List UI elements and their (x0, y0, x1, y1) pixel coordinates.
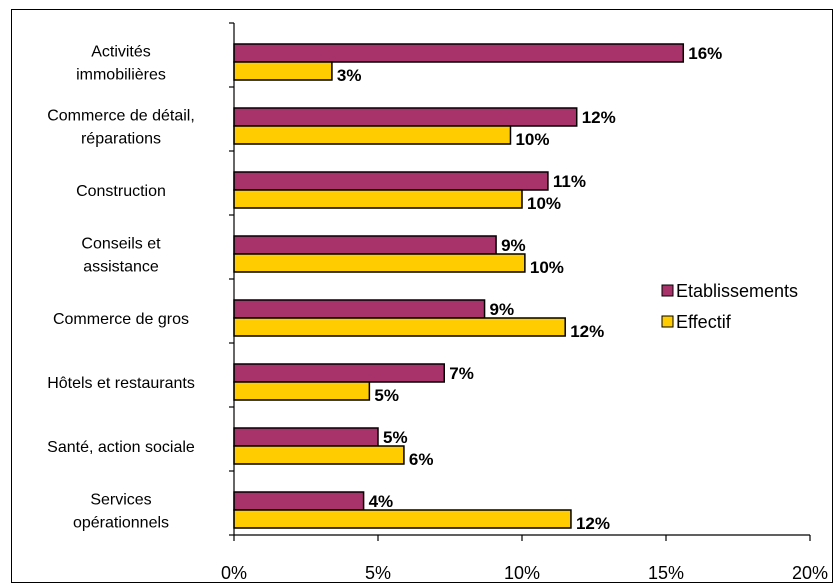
category-label-3: Construction (76, 183, 166, 200)
data-label-etablissements-3: 11% (553, 172, 586, 191)
bar-etablissements-6[interactable] (233, 363, 445, 383)
x-tick-label-4: 20% (792, 563, 828, 583)
category-label-1-line2: immobilières (76, 67, 166, 84)
category-label-8-line1: Services (90, 492, 151, 509)
category-label-4-line2: assistance (83, 259, 159, 276)
data-label-etablissements-1: 16% (688, 44, 722, 63)
legend-label-etablissements: Etablissements (676, 281, 798, 301)
category-label-7: Santé, action sociale (47, 439, 195, 456)
x-tick-label-2: 10% (504, 563, 540, 583)
bar-effectif-2[interactable] (233, 125, 512, 145)
bar-effectif-4[interactable] (233, 253, 526, 273)
data-label-etablissements-6: 7% (449, 364, 474, 383)
data-label-effectif-7: 6% (409, 450, 434, 469)
bar-effectif-8[interactable] (233, 509, 572, 529)
category-label-8-line2: opérationnels (73, 515, 169, 532)
data-label-etablissements-7: 5% (383, 428, 408, 447)
legend-swatch-etablissements (661, 284, 674, 297)
bar-effectif-5[interactable] (233, 317, 566, 337)
bar-effectif-1[interactable] (233, 61, 333, 81)
bar-etablissements-5[interactable] (233, 299, 486, 319)
data-label-effectif-5: 12% (570, 322, 604, 341)
category-label-1-line1: Activités (91, 44, 151, 61)
data-label-effectif-2: 10% (515, 130, 549, 149)
x-tick-label-0: 0% (221, 563, 247, 583)
category-label-2-line1: Commerce de détail, (47, 108, 195, 125)
bar-etablissements-3[interactable] (233, 171, 549, 191)
bar-etablissements-7[interactable] (233, 427, 379, 447)
data-label-effectif-3: 10% (527, 194, 561, 213)
data-label-etablissements-5: 9% (490, 300, 515, 319)
data-label-effectif-6: 5% (374, 386, 399, 405)
data-label-effectif-8: 12% (576, 514, 610, 533)
bar-effectif-3[interactable] (233, 189, 523, 209)
bar-etablissements-1[interactable] (233, 43, 685, 63)
data-label-etablissements-8: 4% (369, 492, 394, 511)
bar-effectif-7[interactable] (233, 445, 405, 465)
bar-effectif-6[interactable] (233, 381, 371, 401)
x-tick-label-1: 5% (365, 563, 391, 583)
chart-frame (11, 9, 833, 583)
legend-label-effectif: Effectif (676, 312, 732, 332)
bar-etablissements-8[interactable] (233, 491, 365, 511)
data-label-effectif-1: 3% (337, 66, 362, 85)
bar-etablissements-2[interactable] (233, 107, 578, 127)
legend-swatch-effectif (661, 315, 674, 328)
x-tick-label-3: 15% (648, 563, 684, 583)
category-label-4-line1: Conseils et (81, 236, 161, 253)
data-label-effectif-4: 10% (530, 258, 564, 277)
category-label-6: Hôtels et restaurants (47, 375, 195, 392)
category-label-2-line2: réparations (81, 131, 161, 148)
bar-etablissements-4[interactable] (233, 235, 497, 255)
data-label-etablissements-2: 12% (582, 108, 616, 127)
category-label-5: Commerce de gros (53, 311, 189, 328)
data-label-etablissements-4: 9% (501, 236, 526, 255)
